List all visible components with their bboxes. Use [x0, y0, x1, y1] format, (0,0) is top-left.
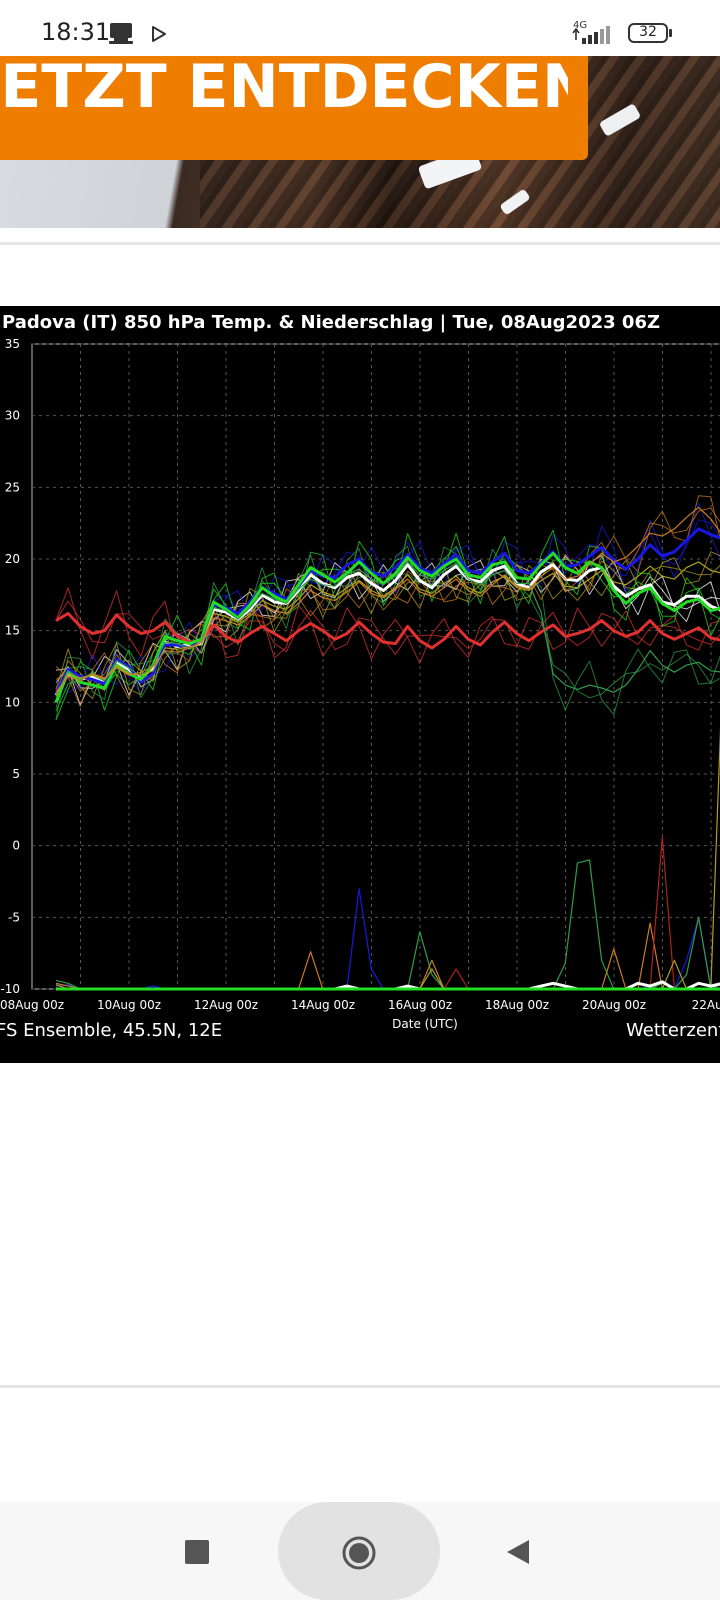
y-tick-label: 10 [5, 695, 20, 709]
cta-button[interactable]: JETZT ENTDECKEN [0, 56, 588, 160]
ensemble-member-line [55, 600, 720, 655]
ensemble-member-line [55, 556, 720, 706]
y-tick-label: 20 [5, 552, 20, 566]
battery-icon: 32 [628, 23, 668, 43]
x-tick-label: 14Aug 00z [291, 998, 355, 1012]
temperature-series-line [54, 551, 720, 703]
battery-level: 32 [639, 24, 657, 40]
ensemble-member-line [55, 551, 720, 700]
y-tick-label: 5 [12, 767, 20, 781]
back-triangle-icon[interactable] [505, 1538, 531, 1566]
x-tick-label: 20Aug 00z [582, 998, 646, 1012]
chart-footer-right: Wetterzentrale [626, 1020, 720, 1041]
temperature-series-line [55, 561, 720, 696]
temperature-series-line [55, 561, 720, 697]
notification-icon [109, 23, 133, 44]
cta-label: JETZT ENTDECKEN [0, 56, 568, 160]
y-tick-label: 30 [5, 409, 20, 423]
battery-tip [669, 29, 672, 37]
recents-square-icon[interactable] [185, 1540, 209, 1564]
y-tick-label: 25 [5, 480, 20, 494]
x-tick-label: 16Aug 00z [388, 998, 452, 1012]
y-tick-label: 15 [5, 624, 20, 638]
x-tick-label: 10Aug 00z [97, 998, 161, 1012]
y-tick-label: 0 [12, 839, 20, 853]
ensemble-chart: Padova (IT) 850 hPa Temp. & Niederschlag… [0, 306, 720, 1063]
temperature-series-line [54, 527, 720, 695]
precip-series-line [55, 922, 720, 990]
x-tick-label: 18Aug 00z [485, 998, 549, 1012]
signal-icon [572, 26, 610, 44]
y-tick-label: -5 [8, 910, 20, 924]
promo-banner[interactable]: JETZT ENTDECKEN [0, 56, 720, 228]
network-type: 4G [573, 20, 588, 31]
cta-text: JETZT ENTDECKEN [0, 56, 568, 122]
precip-series-line [55, 836, 720, 990]
section-divider [0, 242, 720, 245]
section-divider [0, 1385, 720, 1388]
precip-series-line [55, 727, 720, 990]
y-tick-label: 35 [5, 337, 20, 351]
x-tick-label: 08Aug 00z [0, 998, 64, 1012]
x-tick-label: 12Aug 00z [194, 998, 258, 1012]
home-circle-icon[interactable] [341, 1535, 377, 1571]
temperature-series-line [55, 612, 720, 650]
ensemble-member-line [55, 545, 720, 720]
temperature-series-line [55, 506, 720, 693]
y-tick-label: -10 [0, 982, 20, 996]
status-time: 18:31 [41, 18, 111, 46]
precip-series-line [55, 888, 720, 990]
chart-title: Padova (IT) 850 hPa Temp. & Niederschlag… [2, 312, 660, 333]
status-bar: 18:31 4G 32 [0, 0, 720, 56]
play-store-icon [152, 26, 166, 42]
x-tick-label: 22Aug [692, 998, 720, 1012]
chart-footer-left: GFS Ensemble, 45.5N, 12E [0, 1020, 222, 1041]
chart-svg: Padova (IT) 850 hPa Temp. & Niederschlag… [0, 312, 720, 1041]
x-axis-label: Date (UTC) [392, 1017, 458, 1031]
ensemble-member-line [55, 495, 720, 707]
